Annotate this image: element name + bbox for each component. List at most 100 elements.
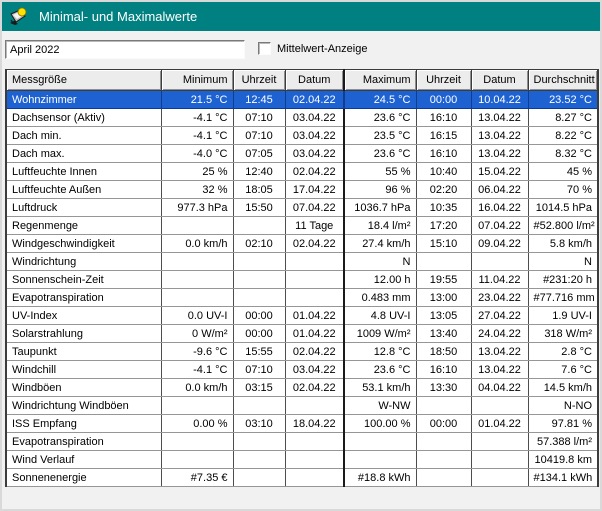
table-cell[interactable] (416, 450, 472, 469)
table-cell[interactable]: 07:10 (233, 108, 286, 127)
table-cell[interactable]: N-NO (528, 396, 598, 415)
table-cell[interactable]: #18.8 kWh (344, 468, 417, 487)
table-cell[interactable]: 97.81 % (528, 414, 598, 433)
table-cell[interactable]: 977.3 hPa (161, 198, 234, 217)
table-cell[interactable]: 19:55 (416, 270, 472, 289)
table-cell[interactable]: 02.04.22 (285, 342, 345, 361)
table-cell[interactable]: 8.32 °C (528, 144, 598, 163)
table-cell[interactable]: 16:15 (416, 126, 472, 145)
table-cell[interactable]: 03.04.22 (285, 126, 345, 145)
table-cell[interactable]: 13:00 (416, 288, 472, 307)
table-cell[interactable]: 18.04.22 (285, 414, 345, 433)
table-cell[interactable]: N (528, 252, 598, 271)
table-cell[interactable]: 13.04.22 (471, 126, 529, 145)
table-cell[interactable]: 03.04.22 (285, 108, 345, 127)
table-cell[interactable]: 13.04.22 (471, 360, 529, 379)
table-cell[interactable] (416, 396, 472, 415)
table-cell[interactable]: 4.8 UV-I (344, 306, 417, 325)
table-cell[interactable]: 70 % (528, 180, 598, 199)
table-cell[interactable] (161, 252, 234, 271)
table-cell[interactable]: 04.04.22 (471, 378, 529, 397)
table-cell[interactable]: 02.04.22 (285, 90, 345, 109)
table-row[interactable]: Sonnenschein-Zeit 12.00 h 19:55 11.04.22 #23… (6, 270, 598, 289)
table-cell[interactable] (416, 468, 472, 487)
table-cell[interactable]: 0.0 km/h (161, 378, 234, 397)
table-cell[interactable]: 03.04.22 (285, 144, 345, 163)
table-row[interactable]: Evapotranspiration 57.388 l/m² (6, 432, 598, 451)
table-cell[interactable] (161, 270, 234, 289)
table-cell[interactable]: 1.9 UV-I (528, 306, 598, 325)
table-cell[interactable] (344, 450, 417, 469)
table-cell[interactable]: 12:45 (233, 90, 286, 109)
table-cell[interactable]: UV-Index (6, 306, 162, 325)
table-cell[interactable]: 01.04.22 (471, 414, 529, 433)
table-cell[interactable]: 16:10 (416, 144, 472, 163)
table-cell[interactable]: 13:30 (416, 378, 472, 397)
table-cell[interactable]: 02:20 (416, 180, 472, 199)
table-cell[interactable]: Regenmenge (6, 216, 162, 235)
table-cell[interactable]: 10.04.22 (471, 90, 529, 109)
table-row[interactable]: Evapotranspiration 0.483 mm 13:00 23.04.22 #… (6, 288, 598, 307)
table-cell[interactable]: -4.1 °C (161, 126, 234, 145)
table-cell[interactable] (471, 468, 529, 487)
table-cell[interactable]: 15:50 (233, 198, 286, 217)
table-cell[interactable] (416, 432, 472, 451)
table-cell[interactable]: 13.04.22 (471, 144, 529, 163)
table-cell[interactable] (233, 432, 286, 451)
table-row[interactable]: Windböen 0.0 km/h 03:15 02.04.22 53.1 km/h 13… (6, 378, 598, 397)
table-cell[interactable]: 5.8 km/h (528, 234, 598, 253)
table-cell[interactable]: 8.22 °C (528, 126, 598, 145)
table-cell[interactable]: Solarstrahlung (6, 324, 162, 343)
table-cell[interactable]: 12:40 (233, 162, 286, 181)
table-cell[interactable]: 27.04.22 (471, 306, 529, 325)
table-cell[interactable] (285, 252, 345, 271)
table-cell[interactable]: N (344, 252, 417, 271)
table-cell[interactable]: W-NW (344, 396, 417, 415)
table-cell[interactable]: 17:20 (416, 216, 472, 235)
table-cell[interactable] (161, 216, 234, 235)
table-cell[interactable]: #7.35 € (161, 468, 234, 487)
table-cell[interactable]: 13:05 (416, 306, 472, 325)
table-cell[interactable]: 23.6 °C (344, 144, 417, 163)
table-cell[interactable]: 17.04.22 (285, 180, 345, 199)
table-cell[interactable]: 01.04.22 (285, 324, 345, 343)
table-cell[interactable] (233, 396, 286, 415)
table-row[interactable]: Luftfeuchte Außen 32 % 18:05 17.04.22 96 % 02… (6, 180, 598, 199)
table-cell[interactable]: 01.04.22 (285, 306, 345, 325)
column-header-5[interactable]: Uhrzeit (416, 69, 472, 91)
table-cell[interactable] (233, 270, 286, 289)
table-cell[interactable]: #231:20 h (528, 270, 598, 289)
table-cell[interactable]: 32 % (161, 180, 234, 199)
table-cell[interactable]: Evapotranspiration (6, 432, 162, 451)
table-cell[interactable]: 0.00 % (161, 414, 234, 433)
table-cell[interactable]: #52.800 l/m² (528, 216, 598, 235)
table-cell[interactable]: 1036.7 hPa (344, 198, 417, 217)
table-cell[interactable]: 21.5 °C (161, 90, 234, 109)
table-cell[interactable]: 12.00 h (344, 270, 417, 289)
table-cell[interactable]: 15:55 (233, 342, 286, 361)
table-row[interactable]: ISS Empfang 0.00 % 03:10 18.04.22 100.00 % 00… (6, 414, 598, 433)
column-header-7[interactable]: Durchschnitt (528, 69, 598, 91)
table-cell[interactable]: Wohnzimmer (6, 90, 162, 109)
table-cell[interactable]: 16.04.22 (471, 198, 529, 217)
table-cell[interactable]: 55 % (344, 162, 417, 181)
table-cell[interactable]: 13.04.22 (471, 342, 529, 361)
table-cell[interactable]: 18:50 (416, 342, 472, 361)
table-cell[interactable]: 10:35 (416, 198, 472, 217)
table-cell[interactable]: Dach min. (6, 126, 162, 145)
table-cell[interactable]: 0.0 UV-I (161, 306, 234, 325)
table-cell[interactable]: 24.5 °C (344, 90, 417, 109)
table-cell[interactable]: 1009 W/m² (344, 324, 417, 343)
table-cell[interactable]: -4.1 °C (161, 360, 234, 379)
table-cell[interactable]: 13:40 (416, 324, 472, 343)
table-cell[interactable]: 12.8 °C (344, 342, 417, 361)
table-row[interactable]: Windrichtung Windböen W-NW N-NO (6, 396, 598, 415)
column-header-2[interactable]: Uhrzeit (233, 69, 286, 91)
table-row[interactable]: Solarstrahlung 0 W/m² 00:00 01.04.22 1009 W/… (6, 324, 598, 343)
table-cell[interactable]: 07:10 (233, 126, 286, 145)
column-header-4[interactable]: Maximum (344, 69, 417, 91)
table-row[interactable]: Taupunkt -9.6 °C 15:55 02.04.22 12.8 °C 18:50… (6, 342, 598, 361)
table-cell[interactable]: 57.388 l/m² (528, 432, 598, 451)
table-row[interactable]: Regenmenge 11 Tage 18.4 l/m² 17:20 07.04.22 #… (6, 216, 598, 235)
table-row[interactable]: Wind Verlauf 10419.8 km (6, 450, 598, 469)
